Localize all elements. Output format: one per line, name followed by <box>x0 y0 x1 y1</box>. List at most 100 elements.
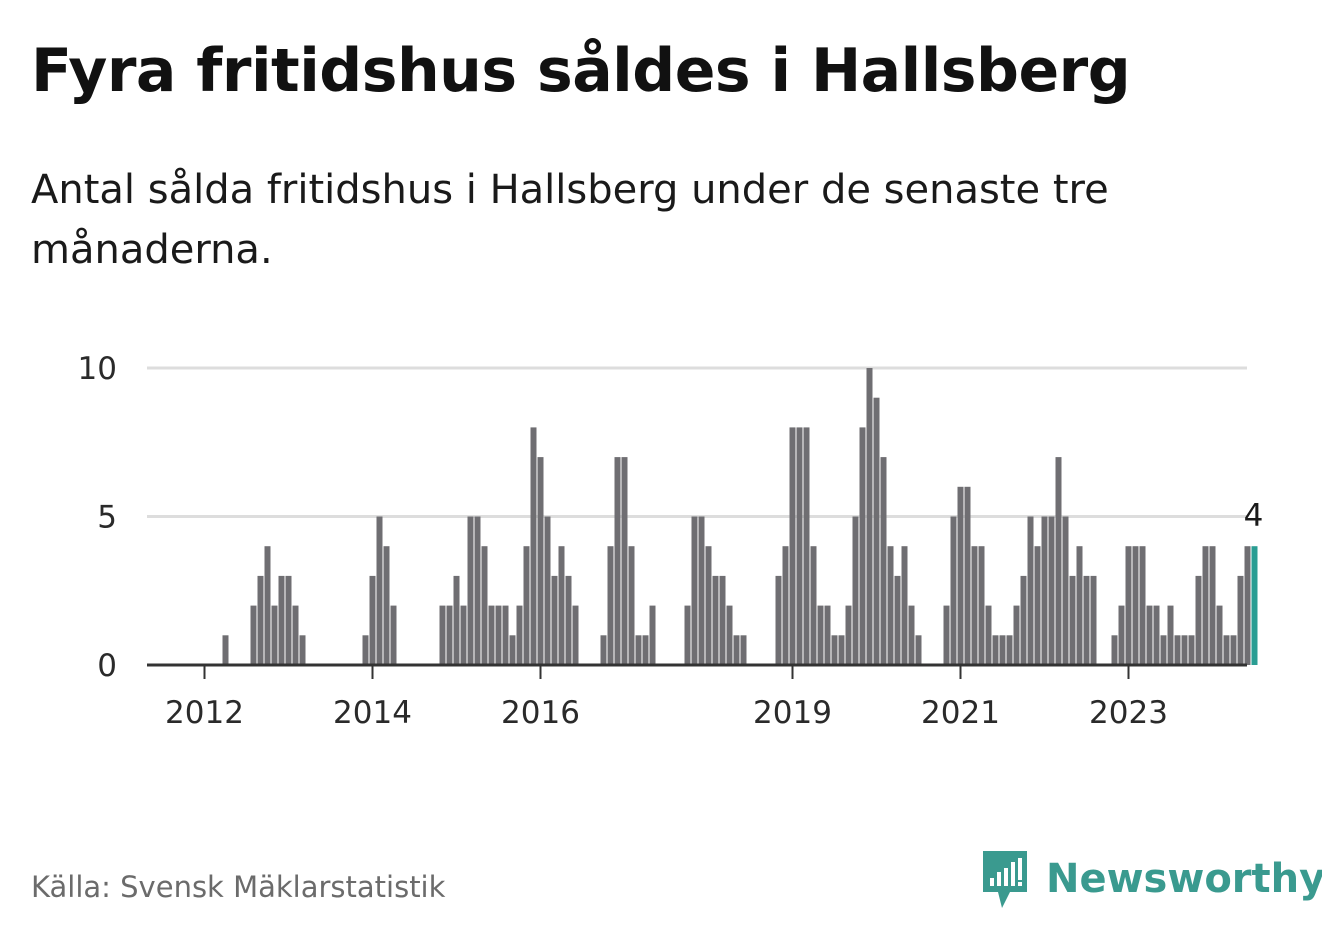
bar <box>985 605 992 665</box>
bar <box>908 605 915 665</box>
bar <box>600 635 607 665</box>
bar <box>516 605 523 665</box>
bar <box>943 605 950 665</box>
bar <box>1146 605 1153 665</box>
bar <box>831 635 838 665</box>
bar <box>390 605 397 665</box>
chart-title: Fyra fritidshus såldes i Hallsberg <box>31 36 1131 106</box>
bar <box>838 635 845 665</box>
bar <box>621 457 628 665</box>
bar <box>1181 635 1188 665</box>
bar <box>530 427 537 665</box>
bar <box>523 546 530 665</box>
bar <box>901 546 908 665</box>
bar <box>572 605 579 665</box>
bar <box>852 516 859 665</box>
bar <box>1195 575 1202 665</box>
bar <box>782 546 789 665</box>
bar <box>614 457 621 665</box>
bar <box>537 457 544 665</box>
bar <box>1111 635 1118 665</box>
bar <box>488 605 495 665</box>
newsworthy-logo-icon <box>983 851 1027 908</box>
bar <box>369 575 376 665</box>
y-tick-label: 5 <box>97 500 117 536</box>
bar <box>607 546 614 665</box>
bar <box>1055 457 1062 665</box>
bar <box>1020 575 1027 665</box>
bar <box>859 427 866 665</box>
bar <box>1174 635 1181 665</box>
bar <box>712 575 719 665</box>
bar <box>733 635 740 665</box>
bar <box>285 575 292 665</box>
bar <box>810 546 817 665</box>
bar <box>684 605 691 665</box>
bar <box>866 368 873 665</box>
bar <box>719 575 726 665</box>
brand-logo: Newsworthy <box>980 848 1322 910</box>
bar <box>817 605 824 665</box>
x-tick-label: 2012 <box>165 695 244 731</box>
bar <box>1062 516 1069 665</box>
y-tick-label: 0 <box>97 648 117 684</box>
bar <box>264 546 271 665</box>
bar <box>278 575 285 665</box>
bar <box>1244 546 1251 665</box>
bar <box>726 605 733 665</box>
bar <box>1160 635 1167 665</box>
bar <box>453 575 460 665</box>
bar <box>635 635 642 665</box>
bar <box>544 516 551 665</box>
bar <box>222 635 229 665</box>
bar-highlight <box>1251 546 1258 665</box>
x-tick-label: 2023 <box>1089 695 1168 731</box>
bar-chart: 0 5 10 2012 2014 2016 2019 2021 2023 4 <box>78 351 1264 731</box>
bar <box>796 427 803 665</box>
bar <box>950 516 957 665</box>
bar <box>915 635 922 665</box>
bar <box>1013 605 1020 665</box>
bar <box>250 605 257 665</box>
bar <box>992 635 999 665</box>
bar <box>474 516 481 665</box>
bar <box>1090 575 1097 665</box>
bar <box>957 486 964 665</box>
bar <box>1076 546 1083 665</box>
bar <box>551 575 558 665</box>
bar <box>642 635 649 665</box>
bar <box>439 605 446 665</box>
bar <box>628 546 635 665</box>
bar <box>565 575 572 665</box>
bar <box>691 516 698 665</box>
bar <box>1223 635 1230 665</box>
bar <box>1188 635 1195 665</box>
bar <box>509 635 516 665</box>
bar <box>1209 546 1216 665</box>
bar <box>292 605 299 665</box>
bar <box>1202 546 1209 665</box>
bar <box>1027 516 1034 665</box>
bar <box>1216 605 1223 665</box>
bar <box>971 546 978 665</box>
bar <box>446 605 453 665</box>
bar <box>271 605 278 665</box>
bar <box>1125 546 1132 665</box>
bar <box>1139 546 1146 665</box>
bar <box>502 605 509 665</box>
bar <box>1153 605 1160 665</box>
bar <box>1006 635 1013 665</box>
bar <box>705 546 712 665</box>
bar <box>698 516 705 665</box>
bar <box>789 427 796 665</box>
bar <box>964 486 971 665</box>
bar <box>495 605 502 665</box>
bar <box>649 605 656 665</box>
bar <box>376 516 383 665</box>
x-tick-label: 2019 <box>753 695 832 731</box>
bar <box>824 605 831 665</box>
bar <box>1230 635 1237 665</box>
bar <box>1041 516 1048 665</box>
bar <box>1132 546 1139 665</box>
x-tick-label: 2021 <box>921 695 1000 731</box>
